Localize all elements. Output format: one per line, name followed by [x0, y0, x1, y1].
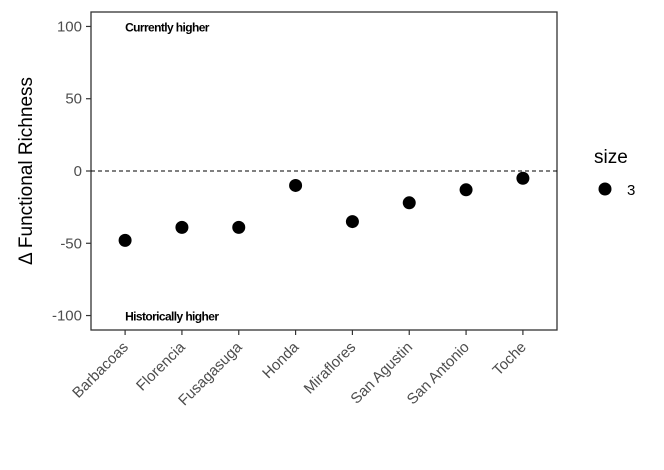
data-point: [459, 183, 473, 197]
data-point: [232, 220, 246, 234]
data-point: [175, 220, 189, 234]
y-tick-label: 0: [74, 163, 82, 180]
data-point: [402, 196, 416, 210]
legend-entry-label: 3: [627, 182, 635, 199]
y-tick-label: -100: [52, 308, 82, 325]
data-point: [516, 171, 530, 185]
y-tick-label: -50: [60, 235, 82, 252]
data-point: [118, 233, 132, 247]
x-tick-label: Toche: [489, 339, 529, 379]
x-tick-label: Miraflores: [301, 339, 360, 398]
y-tick-label: 50: [65, 91, 82, 108]
annotation-label: Historically higher: [125, 310, 219, 324]
annotation-label: Currently higher: [125, 20, 210, 34]
x-tick-label: Honda: [259, 338, 303, 382]
y-tick-label: 100: [57, 18, 82, 35]
legend-key-point: [598, 182, 612, 196]
y-axis-title: Δ Functional Richness: [16, 77, 37, 265]
legend: size 3: [594, 147, 635, 199]
data-points: [118, 171, 530, 247]
annotations: Currently higher Historically higher: [125, 20, 220, 324]
data-point: [345, 215, 359, 229]
legend-title: size: [594, 147, 628, 168]
x-tick-label: Barbacoas: [69, 339, 132, 402]
y-axis: -100 -50 0 50 100: [52, 18, 91, 325]
data-point: [289, 178, 303, 192]
x-tick-label: Florencia: [133, 338, 189, 394]
